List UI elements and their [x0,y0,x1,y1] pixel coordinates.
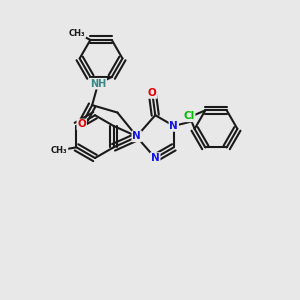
Text: CH₃: CH₃ [69,29,85,38]
Text: NH: NH [90,79,106,89]
Text: O: O [77,119,86,129]
Text: N: N [169,121,178,131]
Text: N: N [132,131,141,141]
Text: N: N [151,153,160,163]
Text: CH₃: CH₃ [51,146,68,155]
Text: Cl: Cl [183,111,195,121]
Text: O: O [148,88,157,98]
